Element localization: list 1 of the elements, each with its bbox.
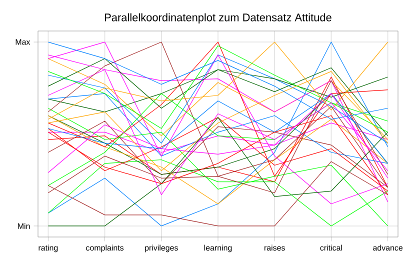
chart-title: Parallelkoordinatenplot zum Datensatz Attitude	[104, 13, 332, 24]
